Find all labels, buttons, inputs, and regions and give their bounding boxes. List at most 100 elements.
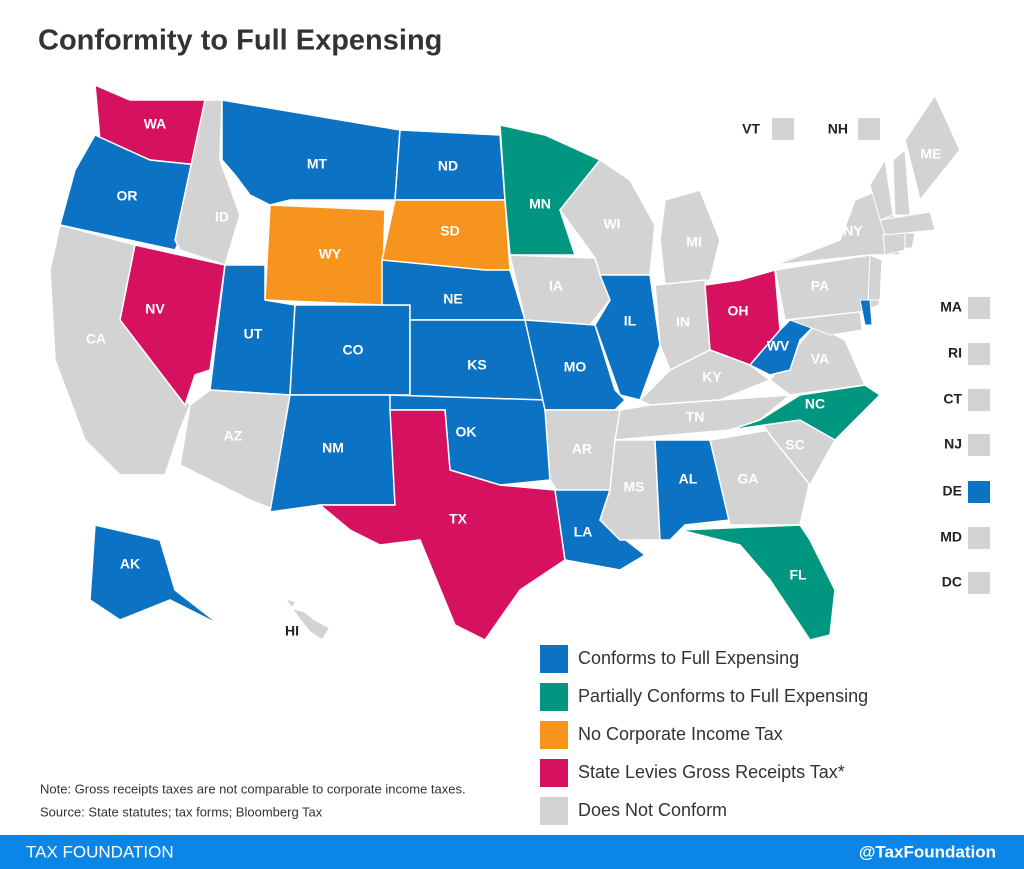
small-state-box xyxy=(968,527,990,549)
state-label: PA xyxy=(811,278,829,294)
state-label: NE xyxy=(443,291,462,307)
state-label: OR xyxy=(117,188,138,204)
state-label: IL xyxy=(624,313,637,329)
legend-label: Conforms to Full Expensing xyxy=(578,648,799,668)
state-shape xyxy=(729,384,882,441)
state-label: NY xyxy=(843,223,863,239)
state-label: MT xyxy=(307,156,328,172)
legend-swatch xyxy=(540,721,568,749)
state-label: VA xyxy=(811,351,829,367)
state-label: TX xyxy=(449,511,468,527)
source: Source: State statutes; tax forms; Bloom… xyxy=(40,804,323,819)
state-label: AL xyxy=(679,471,698,487)
state-label: NM xyxy=(322,440,344,456)
state-label: NV xyxy=(145,301,165,317)
state-shape xyxy=(904,93,961,202)
small-state-label: MA xyxy=(940,299,962,315)
state-shape xyxy=(509,254,611,326)
state-label: MN xyxy=(529,196,551,212)
state-label: WY xyxy=(319,246,342,262)
state-shape xyxy=(317,409,566,641)
state-shape xyxy=(679,524,836,641)
small-state-box xyxy=(858,118,880,140)
state-label: WA xyxy=(144,116,167,132)
state-label: AR xyxy=(572,441,592,457)
legend-label: Does Not Conform xyxy=(578,800,727,820)
state-shape xyxy=(221,99,401,206)
footer-bar xyxy=(0,835,1024,869)
state-shape xyxy=(559,158,656,276)
small-state-box xyxy=(772,118,794,140)
legend-swatch xyxy=(540,759,568,787)
legend-swatch xyxy=(540,797,568,825)
state-label: HI xyxy=(285,623,299,639)
footer-brand: TAX FOUNDATION xyxy=(26,842,174,861)
state-label: MO xyxy=(564,359,587,375)
state-label: WV xyxy=(767,338,790,354)
state-shape xyxy=(867,254,883,301)
legend-label: Partially Conforms to Full Expensing xyxy=(578,686,868,706)
legend-label: No Corporate Income Tax xyxy=(578,724,783,744)
state-label: OK xyxy=(456,424,477,440)
us-map: WA OR CA NV ID MT WY UT CO AZ NM ND SD NE KS OK TX MN IA MO… xyxy=(49,83,990,642)
legend-label: State Levies Gross Receipts Tax* xyxy=(578,762,845,782)
state-label: AZ xyxy=(224,428,243,444)
state-label: ND xyxy=(438,158,458,174)
state-shape xyxy=(882,232,906,256)
state-shape xyxy=(789,311,863,336)
state-label: TN xyxy=(686,409,705,425)
state-shape xyxy=(499,124,602,256)
small-state-box xyxy=(968,434,990,456)
state-shape xyxy=(283,596,332,642)
small-state-label: NJ xyxy=(944,436,962,452)
title: Conformity to Full Expensing xyxy=(38,25,442,57)
small-state-label: MD xyxy=(940,529,962,545)
state-shape xyxy=(869,158,894,221)
state-label: WI xyxy=(603,216,620,232)
legend-swatch xyxy=(540,683,568,711)
state-label: IN xyxy=(676,314,690,330)
state-label: CO xyxy=(343,342,364,358)
state-shape xyxy=(859,299,873,326)
state-label: MI xyxy=(686,234,702,250)
state-shape xyxy=(659,189,721,286)
state-label: CA xyxy=(86,331,106,347)
small-state-label: DE xyxy=(943,483,962,499)
state-shape xyxy=(892,148,911,216)
small-state-box xyxy=(968,297,990,319)
state-label: KS xyxy=(467,357,486,373)
state-label: GA xyxy=(738,471,759,487)
state-shape xyxy=(614,394,793,441)
state-label: OH xyxy=(728,303,749,319)
footer-handle: @TaxFoundation xyxy=(859,842,996,861)
small-state-label: CT xyxy=(943,391,962,407)
state-label: FL xyxy=(789,567,807,583)
small-state-box xyxy=(968,481,990,503)
small-state-label: RI xyxy=(948,345,962,361)
state-shape xyxy=(879,211,936,236)
state-label: SD xyxy=(440,223,459,239)
state-label: LA xyxy=(574,524,593,540)
small-state-label: VT xyxy=(742,121,760,137)
state-label: AK xyxy=(120,556,140,572)
small-state-label: NH xyxy=(828,121,848,137)
state-shape xyxy=(594,274,661,401)
state-label: UT xyxy=(244,326,263,342)
state-label: IA xyxy=(549,278,563,294)
state-label: MS xyxy=(624,479,645,495)
state-label: NC xyxy=(805,396,825,412)
small-state-label: DC xyxy=(942,574,962,590)
note: Note: Gross receipts taxes are not compa… xyxy=(40,781,466,796)
state-shape xyxy=(904,232,916,249)
small-state-box xyxy=(968,572,990,594)
state-label: ID xyxy=(215,209,229,225)
small-state-box xyxy=(968,343,990,365)
legend: Conforms to Full Expensing Partially Conf… xyxy=(540,645,868,825)
state-label: KY xyxy=(702,369,722,385)
state-label: ME xyxy=(921,146,942,162)
legend-swatch xyxy=(540,645,568,673)
state-shape xyxy=(89,524,221,626)
small-state-box xyxy=(968,389,990,411)
